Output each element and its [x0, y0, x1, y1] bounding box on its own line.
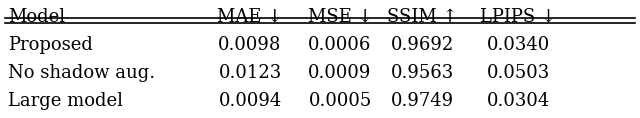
Text: 0.0006: 0.0006: [308, 36, 372, 54]
Text: MSE ↓: MSE ↓: [308, 8, 372, 26]
Text: 0.9692: 0.9692: [390, 36, 454, 54]
Text: 0.0503: 0.0503: [486, 64, 550, 82]
Text: Large model: Large model: [8, 92, 123, 110]
Text: 0.0094: 0.0094: [218, 92, 282, 110]
Text: 0.9749: 0.9749: [390, 92, 454, 110]
Text: MAE ↓: MAE ↓: [218, 8, 283, 26]
Text: 0.0304: 0.0304: [486, 92, 550, 110]
Text: LPIPS ↓: LPIPS ↓: [480, 8, 556, 26]
Text: 0.0009: 0.0009: [308, 64, 372, 82]
Text: 0.0098: 0.0098: [218, 36, 282, 54]
Text: No shadow aug.: No shadow aug.: [8, 64, 155, 82]
Text: Proposed: Proposed: [8, 36, 93, 54]
Text: Model: Model: [8, 8, 65, 26]
Text: SSIM ↑: SSIM ↑: [387, 8, 458, 26]
Text: 0.9563: 0.9563: [390, 64, 454, 82]
Text: 0.0340: 0.0340: [486, 36, 550, 54]
Text: 0.0123: 0.0123: [218, 64, 282, 82]
Text: 0.0005: 0.0005: [308, 92, 372, 110]
